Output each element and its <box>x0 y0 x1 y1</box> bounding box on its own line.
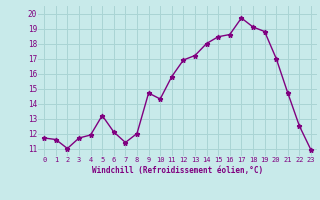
X-axis label: Windchill (Refroidissement éolien,°C): Windchill (Refroidissement éolien,°C) <box>92 166 263 175</box>
